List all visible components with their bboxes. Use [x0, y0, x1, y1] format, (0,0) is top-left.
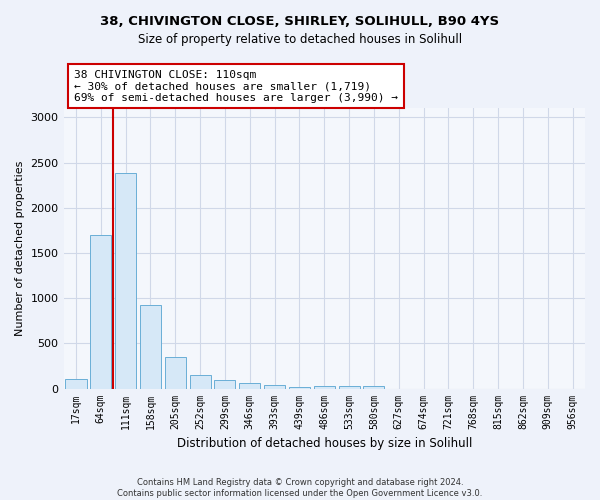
- Bar: [314, 386, 335, 388]
- Bar: [140, 306, 161, 388]
- Text: Size of property relative to detached houses in Solihull: Size of property relative to detached ho…: [138, 34, 462, 46]
- Text: 38 CHIVINGTON CLOSE: 110sqm
← 30% of detached houses are smaller (1,719)
69% of : 38 CHIVINGTON CLOSE: 110sqm ← 30% of det…: [74, 70, 398, 103]
- Text: Contains HM Land Registry data © Crown copyright and database right 2024.
Contai: Contains HM Land Registry data © Crown c…: [118, 478, 482, 498]
- Bar: [214, 380, 235, 388]
- X-axis label: Distribution of detached houses by size in Solihull: Distribution of detached houses by size …: [176, 437, 472, 450]
- Bar: [65, 378, 86, 388]
- Bar: [239, 383, 260, 388]
- Bar: [115, 172, 136, 388]
- Bar: [289, 386, 310, 388]
- Bar: [264, 385, 285, 388]
- Text: 38, CHIVINGTON CLOSE, SHIRLEY, SOLIHULL, B90 4YS: 38, CHIVINGTON CLOSE, SHIRLEY, SOLIHULL,…: [100, 15, 500, 28]
- Y-axis label: Number of detached properties: Number of detached properties: [15, 161, 25, 336]
- Bar: [90, 235, 112, 388]
- Bar: [338, 386, 359, 388]
- Bar: [165, 357, 186, 388]
- Bar: [190, 375, 211, 388]
- Bar: [364, 386, 385, 388]
